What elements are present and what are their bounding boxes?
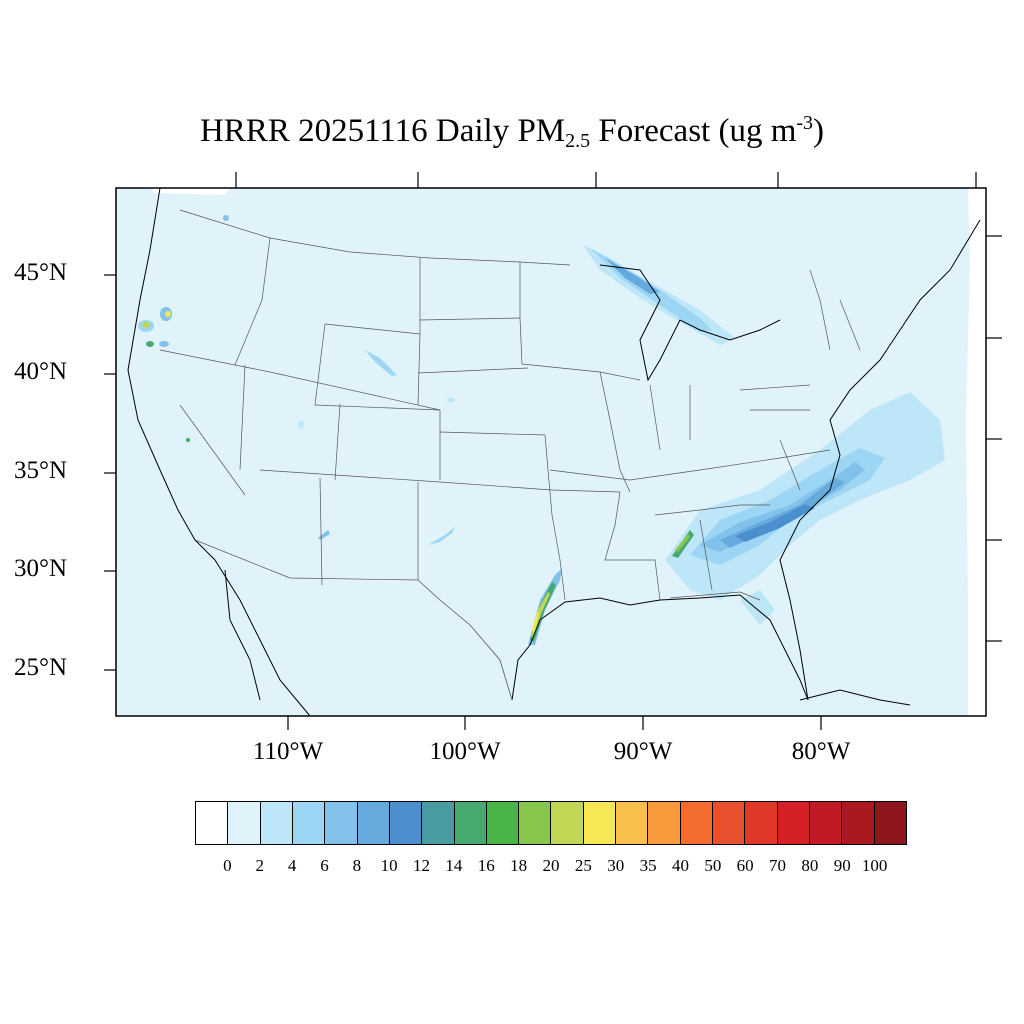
colorbar-cell [325,802,358,844]
colorbar-cell [809,802,843,844]
colorbar-cell [228,802,261,844]
colorbar-tick-label: 0 [223,856,232,875]
colorbar-cell [616,802,649,844]
colorbar-tick-label: 35 [639,856,657,875]
colorbar-tick-label: 25 [574,856,592,875]
colorbar-tick-label: 14 [445,856,463,875]
lon-label-100w: 100°W [429,738,501,765]
lat-label-35: 35°N [14,457,68,484]
colorbar-cell [486,802,520,844]
colorbar-cell [713,802,746,844]
colorbar-tick-label: 12 [413,856,431,875]
colorbar-cell [583,802,617,844]
lon-label-110w: 110°W [252,738,324,765]
colorbar-cell [422,802,455,844]
colorbar-cell [745,802,778,844]
title-prefix: HRRR 20251116 Daily PM [199,113,566,149]
colorbar [195,801,907,845]
colorbar-tick-label: 100 [861,856,888,875]
title-superscript: -3 [796,112,814,134]
colorbar-tick-label: 6 [320,856,329,875]
colorbar-cell [519,802,552,844]
colorbar-tick-label: 90 [833,856,851,875]
colorbar-cell [196,802,229,844]
domain-edge-top [150,188,230,195]
colorbar-tick-label: 4 [287,856,297,875]
colorbar-tick-label: 30 [607,856,625,875]
colorbar-tick-label: 16 [477,856,495,875]
axis-ticks [104,172,1002,730]
colorbar-cell [454,802,487,844]
lat-label-25: 25°N [14,654,68,681]
colorbar-tick-label: 18 [510,856,528,875]
coastlines [127,187,981,717]
colorbar-tick-label: 10 [380,856,398,875]
colorbar-cell [874,802,906,844]
domain-edge [966,188,986,716]
colorbar-cell [648,802,681,844]
map-title: HRRR 20251116 Daily PM2.5 Forecast (ug m… [0,112,1024,153]
colorbar-cell [357,802,390,844]
colorbar-tick-label: 80 [801,856,819,875]
colorbar-tick-label: 8 [352,856,362,875]
pm25-plumes [138,215,945,645]
colorbar-cell [842,802,875,844]
colorbar-cell [260,802,293,844]
colorbar-tick-label: 20 [542,856,560,875]
colorbar-tick-label: 60 [736,856,754,875]
colorbar-cell [551,802,584,844]
colorbar-cell [389,802,423,844]
state-boundaries [159,209,861,601]
lat-label-40: 40°N [14,358,68,385]
colorbar-tick-label: 50 [704,856,722,875]
title-middle: Forecast (ug m [590,113,797,149]
colorbar-tick-label: 40 [671,856,689,875]
title-suffix: ) [813,113,825,149]
lon-label-80w: 80°W [791,738,851,765]
colorbar-tick-label: 2 [255,856,264,875]
lat-label-45: 45°N [14,259,68,286]
colorbar-tick-label: 70 [769,856,787,875]
map-frame [115,187,987,717]
colorbar-cell [680,802,713,844]
lat-label-30: 30°N [14,555,68,582]
colorbar-cell [292,802,326,844]
lon-label-90w: 90°W [613,738,673,765]
title-subscript: 2.5 [565,130,591,152]
colorbar-cell [777,802,810,844]
